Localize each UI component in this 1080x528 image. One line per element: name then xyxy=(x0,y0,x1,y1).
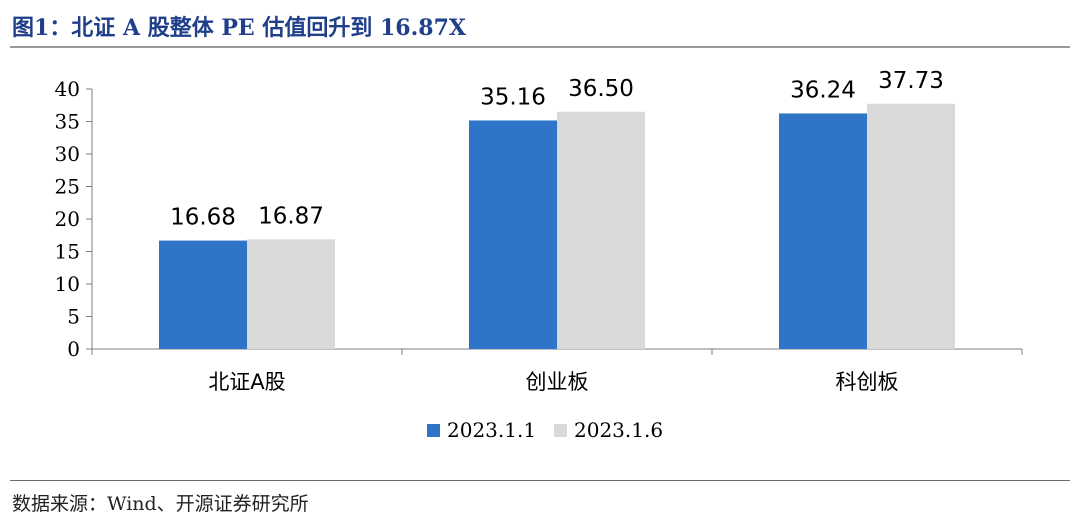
legend-label: 2023.1.1 xyxy=(447,418,536,442)
y-tick-label: 0 xyxy=(67,337,80,361)
y-tick-label: 15 xyxy=(55,240,80,264)
bar-2023.1.1-北证A股 xyxy=(159,240,247,349)
y-tick-label: 35 xyxy=(55,110,80,134)
bar-2023.1.1-科创板 xyxy=(779,113,867,349)
bar-chart: 0 5 10 15 20 25 30 35 40 北证A股 创业板 科创板 16.68 16.87 35.… xyxy=(55,68,1023,442)
y-tick-label: 10 xyxy=(55,272,80,296)
bars xyxy=(159,103,955,350)
chart-title: 图1：北证 A 股整体 PE 估值回升到 16.87X xyxy=(12,15,466,41)
data-label: 16.87 xyxy=(258,203,324,229)
legend-swatch xyxy=(554,424,567,437)
data-label: 37.73 xyxy=(878,68,944,94)
data-label: 16.68 xyxy=(170,205,236,231)
title-divider xyxy=(10,46,1070,48)
source-divider xyxy=(10,480,1070,481)
data-label: 35.16 xyxy=(480,84,546,110)
source-note: 数据来源：Wind、开源证券研究所 xyxy=(12,493,309,515)
data-label: 36.24 xyxy=(790,77,856,103)
legend: 2023.1.1 2023.1.6 xyxy=(427,418,663,442)
y-tick-label: 30 xyxy=(55,142,80,166)
x-tick-label: 创业板 xyxy=(526,370,589,394)
bar-2023.1.6-创业板 xyxy=(557,111,645,349)
bar-2023.1.6-北证A股 xyxy=(247,239,335,349)
bar-2023.1.1-创业板 xyxy=(469,120,557,350)
data-labels: 16.68 16.87 35.16 36.50 36.24 37.73 xyxy=(170,68,944,231)
y-tick-label: 40 xyxy=(55,77,80,101)
y-tick-label: 5 xyxy=(67,305,80,329)
bar-2023.1.6-科创板 xyxy=(867,103,955,349)
y-tick-label: 25 xyxy=(55,175,80,199)
legend-label: 2023.1.6 xyxy=(574,418,663,442)
x-tick-label: 北证A股 xyxy=(208,370,285,394)
x-tick-label: 科创板 xyxy=(836,370,899,394)
y-tick-label: 20 xyxy=(55,207,80,231)
data-label: 36.50 xyxy=(568,76,634,102)
legend-swatch xyxy=(427,424,440,437)
